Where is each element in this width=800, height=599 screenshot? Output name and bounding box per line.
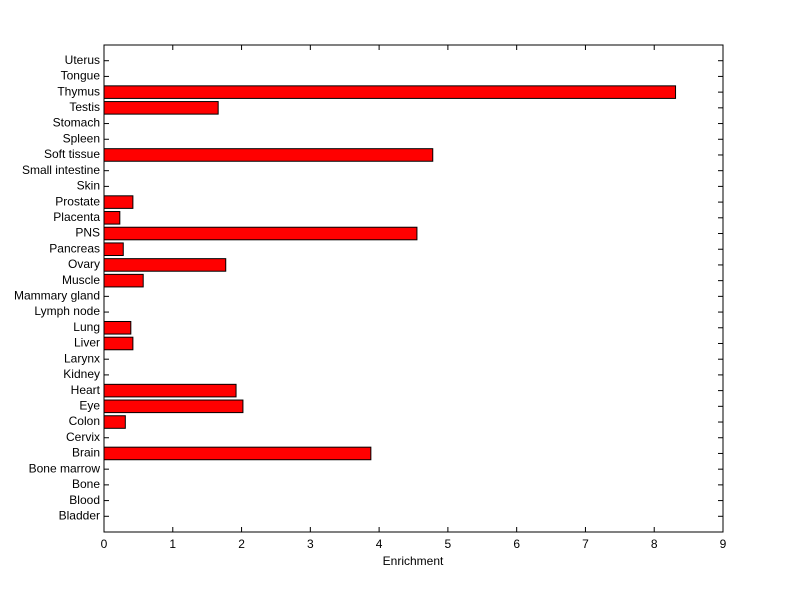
x-tick-label: 7	[582, 537, 589, 551]
x-tick-label: 3	[307, 537, 314, 551]
y-tick-label: Soft tissue	[44, 147, 100, 161]
y-tick-label: Heart	[71, 383, 101, 397]
y-tick-label: PNS	[75, 226, 100, 240]
y-tick-label: Ovary	[68, 257, 100, 271]
y-tick-label: Bone marrow	[29, 461, 101, 475]
y-tick-label: Testis	[69, 100, 100, 114]
x-axis-label: Enrichment	[383, 554, 444, 568]
x-tick-label: 8	[651, 537, 658, 551]
y-tick-label: Tongue	[61, 69, 101, 83]
bar	[103, 258, 227, 272]
bar	[103, 226, 418, 241]
bar	[103, 446, 372, 461]
y-tick-label: Placenta	[53, 210, 100, 224]
y-tick-label: Kidney	[63, 367, 100, 381]
bar	[103, 336, 134, 351]
bar	[103, 101, 219, 115]
y-tick-label: Small intestine	[22, 163, 100, 177]
y-tick-label: Lymph node	[34, 304, 100, 318]
x-tick-label: 9	[720, 537, 727, 551]
y-tick-label: Spleen	[63, 131, 100, 145]
bar	[103, 273, 144, 288]
bar	[103, 195, 134, 209]
x-tick-label: 1	[169, 537, 176, 551]
bar	[103, 383, 237, 398]
bar	[103, 85, 677, 99]
y-tick-label: Thymus	[57, 84, 100, 98]
x-tick-label: 0	[101, 537, 108, 551]
y-tick-label: Bladder	[59, 508, 100, 522]
y-tick-label: Liver	[74, 336, 100, 350]
bar	[103, 148, 434, 162]
y-tick-label: Bone	[72, 477, 100, 491]
y-tick-label: Colon	[69, 414, 100, 428]
y-tick-label: Blood	[69, 493, 100, 507]
x-tick-label: 5	[445, 537, 452, 551]
x-tick-label: 2	[238, 537, 245, 551]
y-tick-label: Eye	[79, 398, 100, 412]
y-tick-label: Cervix	[66, 430, 100, 444]
y-tick-label: Larynx	[64, 351, 100, 365]
x-tick-label: 4	[376, 537, 383, 551]
y-tick-label: Brain	[72, 446, 100, 460]
y-tick-label: Pancreas	[49, 241, 100, 255]
y-tick-label: Stomach	[53, 116, 100, 130]
bar	[103, 242, 124, 257]
y-tick-label: Muscle	[62, 273, 100, 287]
y-tick-label: Lung	[73, 320, 100, 334]
bar	[103, 211, 121, 225]
x-tick-label: 6	[513, 537, 520, 551]
y-tick-label: Mammary gland	[14, 289, 100, 303]
y-tick-label: Uterus	[65, 53, 100, 67]
bar	[103, 320, 132, 335]
y-tick-label: Skin	[77, 179, 100, 193]
y-tick-label: Prostate	[55, 194, 100, 208]
bar	[103, 399, 244, 414]
bar	[103, 415, 126, 429]
